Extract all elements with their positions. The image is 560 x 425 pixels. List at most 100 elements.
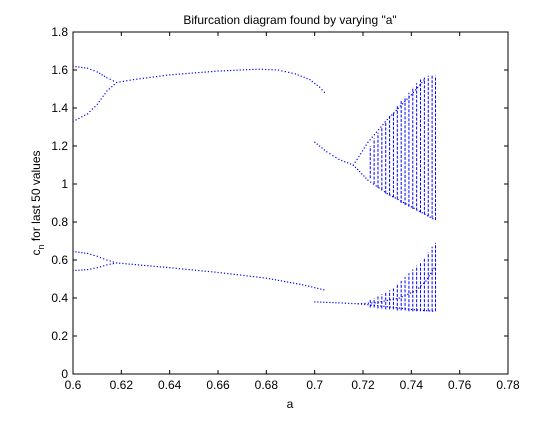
orbit-point	[320, 301, 322, 303]
orbit-point	[166, 266, 168, 268]
orbit-point	[132, 79, 135, 81]
orbit-point	[78, 269, 80, 271]
orbit-point	[214, 271, 216, 273]
orbit-point	[271, 278, 274, 280]
orbit-point	[367, 304, 369, 306]
orbit-point	[236, 69, 238, 71]
orbit-point	[191, 269, 193, 271]
x-ticks: 0.6 0.62 0.64 0.66 0.68 0.7 0.72 0.74 0.76 0.78	[65, 32, 520, 392]
orbit-point	[354, 166, 357, 168]
orbit-point	[84, 67, 86, 69]
orbit-point	[252, 68, 254, 70]
orbit-point	[156, 266, 158, 268]
orbit-point	[320, 288, 322, 290]
orbit-point	[406, 98, 408, 100]
orbit-point	[383, 305, 385, 307]
orbit-point	[314, 287, 316, 289]
x-tick-label: 0.66	[206, 378, 230, 392]
orbit-point	[153, 265, 155, 267]
orbit-point	[381, 189, 383, 191]
orbit-point	[122, 262, 124, 265]
orbit-point	[404, 100, 406, 103]
orbit-point	[249, 275, 251, 277]
orbit-point	[308, 285, 310, 287]
orbit-point	[106, 264, 108, 266]
orbit-point	[383, 191, 386, 193]
x-tick-label: 0.76	[448, 378, 472, 392]
orbit-point	[129, 79, 131, 81]
orbit-point	[335, 302, 337, 304]
orbit-point	[392, 196, 394, 198]
y-tick-label: 0.2	[51, 329, 68, 343]
orbit-point	[428, 275, 430, 277]
orbit-point	[188, 72, 190, 74]
orbit-point	[357, 168, 359, 170]
orbit-point	[430, 272, 432, 274]
orbit-point	[332, 302, 334, 304]
orbit-point	[419, 84, 421, 86]
orbit-point	[426, 215, 429, 217]
orbit-point	[293, 282, 295, 284]
y-axis-label-rest: for last 50 values	[29, 150, 43, 244]
orbit-point	[256, 276, 258, 278]
orbit-point	[421, 82, 423, 84]
orbit-point	[178, 268, 180, 270]
orbit-point	[103, 258, 105, 260]
orbit-point	[240, 274, 242, 276]
orbit-point	[87, 269, 89, 271]
orbit-point	[364, 303, 366, 305]
x-tick-label: 0.72	[351, 378, 375, 392]
orbit-point	[75, 119, 77, 121]
orbit-point	[421, 212, 423, 214]
orbit-point	[175, 73, 177, 75]
orbit-point	[96, 255, 98, 257]
orbit-point	[227, 273, 229, 275]
orbit-point	[75, 66, 77, 68]
orbit-point	[142, 77, 144, 79]
orbit-point	[90, 253, 92, 255]
orbit-point	[78, 117, 80, 119]
orbit-point	[367, 302, 369, 304]
orbit-branch	[314, 141, 352, 165]
orbit-point	[389, 299, 391, 301]
orbit-point	[258, 68, 260, 70]
orbit-point	[344, 161, 346, 163]
orbit-point	[87, 252, 89, 254]
orbit-point	[354, 303, 356, 305]
orbit-point	[78, 251, 80, 253]
orbit-point	[243, 274, 245, 277]
orbit-point	[391, 114, 393, 116]
orbit-point	[139, 78, 141, 80]
orbit-point	[412, 291, 414, 293]
orbit-point	[405, 203, 407, 205]
orbit-point	[152, 76, 154, 78]
x-tick-label: 0.74	[400, 378, 424, 392]
orbit-point	[417, 86, 419, 89]
orbit-point	[274, 69, 276, 71]
orbit-point	[288, 71, 290, 73]
orbit-point	[424, 213, 426, 215]
orbit-point	[356, 158, 358, 160]
orbit-point	[384, 121, 386, 123]
orbit-point	[159, 75, 161, 77]
orbit-point	[432, 218, 434, 220]
orbit-point	[401, 307, 403, 309]
orbit-point	[81, 269, 83, 271]
orbit-point	[165, 74, 168, 76]
orbit-point	[305, 284, 307, 287]
orbit-point	[134, 264, 136, 266]
orbit-point	[103, 265, 105, 267]
orbit-point	[422, 282, 425, 284]
y-tick-label: 1.2	[51, 139, 68, 153]
orbit-branch	[116, 68, 325, 93]
orbit-point	[75, 269, 77, 271]
orbit-point	[373, 134, 375, 136]
orbit-point	[271, 69, 273, 71]
orbit-point	[365, 144, 367, 146]
orbit-point	[156, 76, 158, 78]
orbit-point	[364, 302, 366, 304]
orbit-point	[323, 289, 325, 291]
orbit-point	[378, 129, 380, 131]
orbit-point	[94, 106, 96, 108]
orbit-point	[109, 263, 111, 265]
